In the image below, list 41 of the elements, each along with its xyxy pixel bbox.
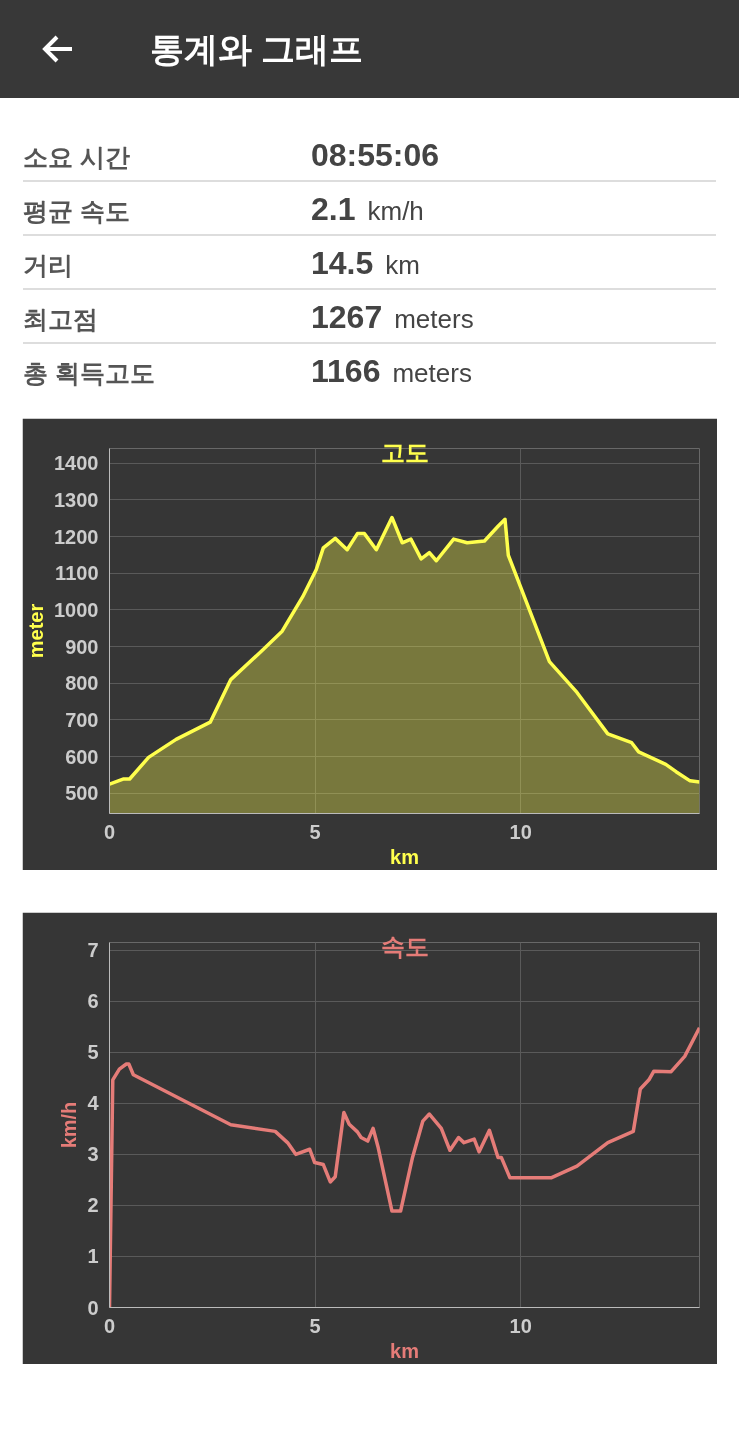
text: 총 획득고도 [23,358,156,389]
x-tick-label: 10 [509,820,532,843]
text: 14.5 km [311,244,420,283]
text: 통계와 그래프 [150,28,364,70]
chart-title: 고도 [380,438,429,467]
y-tick-label: 1000 [54,598,99,621]
text: 08:55:06 [311,136,440,175]
y-tick-label: 7 [87,939,99,962]
x-axis-title: km [390,1339,419,1362]
text: 1267 meters [311,298,474,337]
y-tick-label: 5 [87,1041,99,1064]
text: 1166 meters [311,352,472,391]
chart-title: 속도 [380,932,429,961]
y-tick-label: 800 [65,672,99,695]
y-tick-label: 900 [65,635,99,658]
y-tick-label: 1100 [55,562,99,585]
x-tick-label: 10 [509,1314,532,1337]
y-tick-label: 1300 [54,488,99,511]
x-tick-label: 5 [309,1314,321,1337]
y-tick-label: 1 [87,1245,99,1268]
y-tick-label: 700 [65,708,99,731]
text: 최고점 [23,304,99,335]
y-tick-label: 2 [87,1194,99,1217]
x-tick-label: 5 [309,820,321,843]
y-axis-title: km/h [58,1101,81,1149]
text: 거리 [23,250,74,281]
x-tick-label: 0 [103,820,116,843]
y-tick-label: 1400 [54,452,99,475]
y-tick-label: 600 [65,745,99,768]
y-tick-label: 500 [65,782,99,805]
y-tick-label: 4 [87,1092,100,1115]
y-tick-label: 0 [87,1296,99,1319]
text: 소요 시간 [23,142,131,173]
y-tick-label: 3 [87,1143,99,1166]
text: 2.1 km/h [311,190,424,229]
y-tick-label: 1200 [54,525,99,548]
x-tick-label: 0 [103,1314,116,1337]
x-axis-title: km [390,845,419,868]
text: 평균 속도 [23,196,131,227]
y-axis-title: meter [25,603,48,659]
y-tick-label: 6 [87,990,99,1013]
